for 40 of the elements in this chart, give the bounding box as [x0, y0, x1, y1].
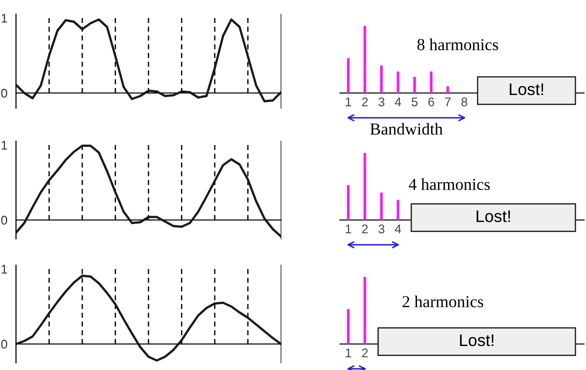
text: 2 harmonics — [402, 296, 484, 308]
x-tick-label: 6 — [428, 97, 434, 106]
y-tick-label: 1 — [2, 264, 8, 274]
bar — [430, 72, 433, 93]
y-tick-label: 0 — [1, 216, 8, 225]
x-tick-label: 1 — [346, 224, 352, 234]
y-tick-label: 0 — [1, 340, 8, 349]
x-tick-label: 4 — [394, 98, 402, 106]
bar — [346, 58, 350, 93]
text: 4 harmonics — [408, 178, 490, 190]
y-tick-label: 1 — [2, 14, 8, 23]
bar — [413, 76, 416, 93]
y-tick-label: 0 — [1, 88, 8, 98]
x-tick-label: 2 — [362, 348, 368, 358]
annotation: 8 harmonics — [417, 38, 498, 50]
bar — [446, 86, 450, 93]
text: Bandwidth — [370, 122, 443, 135]
x-tick-label: 3 — [378, 97, 384, 106]
y-tick-label: 1 — [2, 140, 8, 150]
text: Lost! — [510, 84, 544, 96]
bar — [396, 72, 400, 93]
bar — [396, 200, 400, 220]
bar — [364, 26, 366, 93]
x-tick-label: 7 — [444, 98, 451, 106]
line-series — [16, 274, 281, 362]
line-series — [16, 18, 281, 102]
x-tick-label: 5 — [412, 98, 418, 106]
text: Lost! — [460, 334, 494, 346]
x-tick-label: 8 — [461, 97, 468, 106]
x-tick-label: 2 — [362, 224, 368, 234]
x-tick-label: 3 — [378, 224, 384, 234]
text: Lost! — [476, 210, 510, 222]
x-tick-label: 2 — [362, 97, 368, 106]
bar — [364, 153, 366, 220]
bar — [380, 66, 383, 93]
bar — [380, 192, 383, 220]
line-series — [16, 144, 281, 238]
bar — [346, 185, 350, 220]
x-tick-label: 4 — [394, 224, 402, 234]
x-tick-label: 1 — [346, 98, 352, 106]
